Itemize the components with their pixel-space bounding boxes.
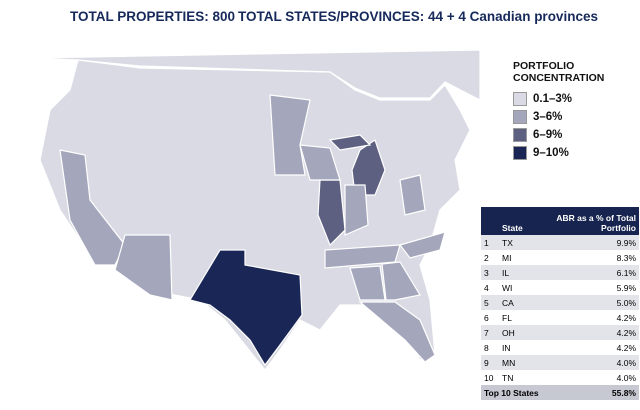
legend-item: 9–10%	[513, 144, 638, 162]
legend-swatch	[513, 110, 527, 124]
abr: 9.9%	[553, 235, 639, 250]
table-row: 2 MI 8.3%	[481, 250, 639, 265]
state: MI	[502, 252, 512, 263]
rank: 6	[484, 312, 489, 323]
rank: 1	[481, 235, 499, 250]
legend-label: 0.1–3%	[533, 93, 573, 105]
abr: 5.9%	[616, 282, 636, 293]
abr: 4.2%	[616, 312, 636, 323]
state: MN	[499, 355, 553, 370]
legend-swatch	[513, 128, 527, 142]
state-in	[344, 184, 369, 236]
table-row: 10 TN 4.0%	[481, 370, 639, 385]
state: CA	[499, 295, 553, 310]
abr: 5.0%	[553, 295, 639, 310]
legend-title: PORTFOLIO CONCENTRATION	[513, 60, 605, 84]
abr: 6.1%	[553, 265, 639, 280]
state-mi-up	[328, 134, 372, 151]
state-az	[114, 234, 173, 301]
table-row: 6 FL 4.2%	[481, 310, 639, 325]
state-fl	[358, 301, 436, 363]
abr: 4.2%	[553, 325, 639, 340]
table-row: 7 OH 4.2%	[481, 325, 639, 340]
rank: 5	[481, 295, 499, 310]
table-row: 5 CA 5.0%	[481, 295, 639, 310]
state-tx	[189, 249, 303, 367]
abr: 4.2%	[616, 342, 636, 353]
col-state: State	[499, 207, 553, 235]
table-row: 9 MN 4.0%	[481, 355, 639, 370]
abr: 4.0%	[616, 372, 636, 383]
state: WI	[502, 282, 513, 293]
total-properties: TOTAL PROPERTIES: 800	[70, 9, 236, 24]
legend-label: 6–9%	[533, 129, 563, 141]
state: IL	[499, 265, 553, 280]
legend-swatch	[513, 92, 527, 106]
state-al	[349, 265, 386, 301]
abr: 8.3%	[616, 252, 636, 263]
total-label: Top 10 States	[481, 385, 553, 400]
state: TN	[502, 372, 514, 383]
state-oh	[399, 174, 426, 216]
state: IN	[502, 342, 511, 353]
legend-item: 3–6%	[513, 108, 638, 126]
state-wi	[299, 144, 341, 181]
table-row: 3 IL 6.1%	[481, 265, 639, 280]
state-nc	[398, 231, 446, 259]
table-row: 1 TX 9.9%	[481, 235, 639, 250]
rank: 9	[481, 355, 499, 370]
rank: 8	[484, 342, 489, 353]
col-abr: ABR as a % of Total Portfolio	[553, 207, 639, 235]
rank: 7	[481, 325, 499, 340]
state-mi	[351, 139, 386, 196]
rank: 2	[484, 252, 489, 263]
total-states: TOTAL STATES/PROVINCES: 44 + 4 Canadian …	[238, 9, 598, 24]
legend-item: 0.1–3%	[513, 90, 638, 108]
state-mn	[269, 94, 311, 176]
state: OH	[499, 325, 553, 340]
legend-item: 6–9%	[513, 126, 638, 144]
rank: 10	[484, 372, 494, 383]
legend-swatch	[513, 146, 527, 160]
legend-label: 9–10%	[533, 147, 569, 159]
map	[29, 49, 480, 371]
rank: 3	[481, 265, 499, 280]
canada	[29, 49, 480, 101]
top-states-table: State ABR as a % of Total Portfolio 1 TX 9…	[481, 207, 639, 400]
table-row: 4 WI 5.9%	[481, 280, 639, 295]
state: FL	[502, 312, 512, 323]
total-row: Top 10 States 55.8%	[481, 385, 639, 400]
total-value: 55.8%	[553, 385, 639, 400]
state-ga	[381, 261, 421, 301]
rank: 4	[484, 282, 489, 293]
state: TX	[499, 235, 553, 250]
legend: PORTFOLIO CONCENTRATION 0.1–3% 3–6% 6–9% 9–…	[513, 60, 638, 162]
abr: 4.0%	[553, 355, 639, 370]
table-row: 8 IN 4.2%	[481, 340, 639, 355]
legend-label: 3–6%	[533, 111, 563, 123]
